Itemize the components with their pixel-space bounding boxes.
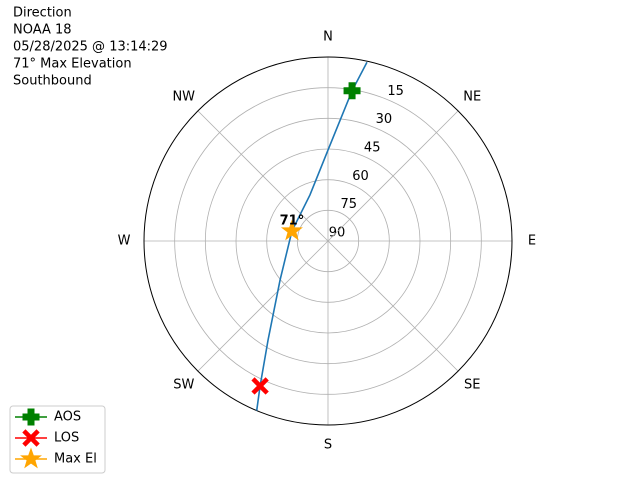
legend-marker — [22, 408, 40, 426]
polar-frame — [143, 56, 513, 426]
theta-tick-label: NE — [463, 89, 481, 104]
r-tick-label: 60 — [352, 169, 369, 184]
r-tick-label: 45 — [364, 141, 381, 156]
legend-marker — [20, 447, 42, 469]
point-marker — [251, 377, 269, 395]
legend-marker — [22, 429, 40, 447]
theta-tick-label: W — [118, 234, 131, 249]
r-tick-label: 75 — [340, 197, 357, 212]
theta-tick-label: E — [528, 234, 536, 249]
theta-tick-label: SW — [173, 378, 194, 393]
legend: AOS LOS Max El — [9, 405, 106, 474]
title-line: 71° Max Elevation — [13, 57, 132, 72]
legend-label: AOS — [54, 410, 81, 425]
annotation: 71° — [280, 214, 305, 229]
title-line: Southbound — [13, 74, 92, 89]
legend-label: Max El — [54, 452, 97, 467]
title-line: 05/28/2025 @ 13:14:29 — [13, 40, 168, 55]
theta-tick-label: SE — [464, 378, 480, 393]
theta-tick-label: S — [324, 438, 332, 453]
point-marker — [280, 219, 303, 241]
grid-spoke — [327, 110, 459, 242]
grid-spoke — [327, 240, 459, 372]
legend-label: LOS — [54, 431, 79, 446]
r-tick-label: 15 — [387, 84, 404, 99]
theta-tick-label: NW — [172, 89, 195, 104]
theta-tick-label: N — [323, 30, 333, 45]
title-line: NOAA 18 — [13, 23, 72, 38]
grid-spoke — [197, 240, 329, 372]
point-marker — [343, 82, 361, 100]
r-tick-label: 90 — [329, 226, 346, 241]
grid-spoke — [197, 110, 329, 242]
r-tick-label: 30 — [376, 112, 393, 127]
title-line: Direction — [13, 6, 72, 21]
